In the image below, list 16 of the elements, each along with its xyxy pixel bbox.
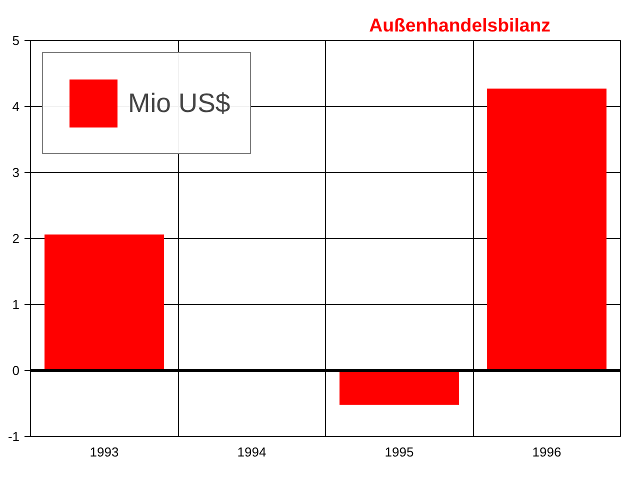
bar: [44, 234, 164, 370]
y-tick-label: -1: [8, 429, 20, 444]
y-tick-label: 0: [12, 363, 20, 378]
x-tick-label: 1993: [90, 444, 119, 460]
legend-label: Mio US$: [128, 88, 230, 118]
y-tick-label: 4: [12, 99, 20, 114]
y-tick-label: 2: [12, 231, 20, 246]
y-tick-label: 5: [12, 33, 20, 48]
chart-title: Außenhandelsbilanz: [369, 14, 551, 36]
bar: [487, 88, 606, 370]
x-tick-label: 1994: [237, 444, 266, 460]
x-tick-label: 1995: [384, 444, 414, 460]
y-tick-label: 3: [12, 165, 20, 180]
x-tick-label: 1996: [532, 444, 562, 460]
y-tick-label: 1: [12, 297, 20, 312]
bar: [340, 370, 459, 405]
